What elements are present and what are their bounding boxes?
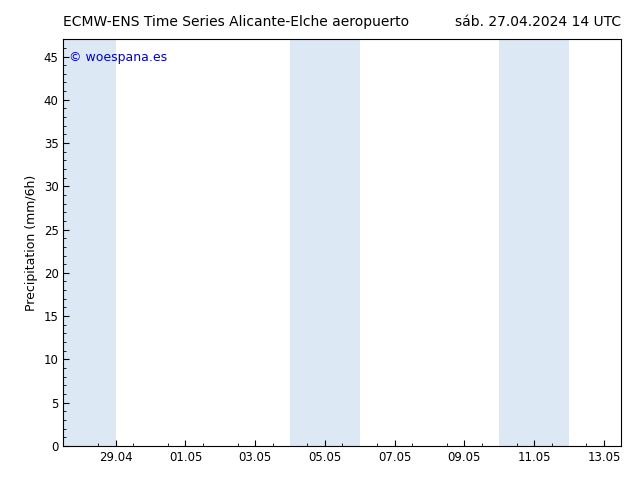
Text: © woespana.es: © woespana.es <box>69 51 167 64</box>
Y-axis label: Precipitation (mm/6h): Precipitation (mm/6h) <box>25 174 38 311</box>
Bar <box>290 39 359 446</box>
Bar <box>63 39 115 446</box>
Text: ECMW-ENS Time Series Alicante-Elche aeropuerto: ECMW-ENS Time Series Alicante-Elche aero… <box>63 15 410 29</box>
Text: sáb. 27.04.2024 14 UTC: sáb. 27.04.2024 14 UTC <box>455 15 621 29</box>
Bar <box>500 39 569 446</box>
